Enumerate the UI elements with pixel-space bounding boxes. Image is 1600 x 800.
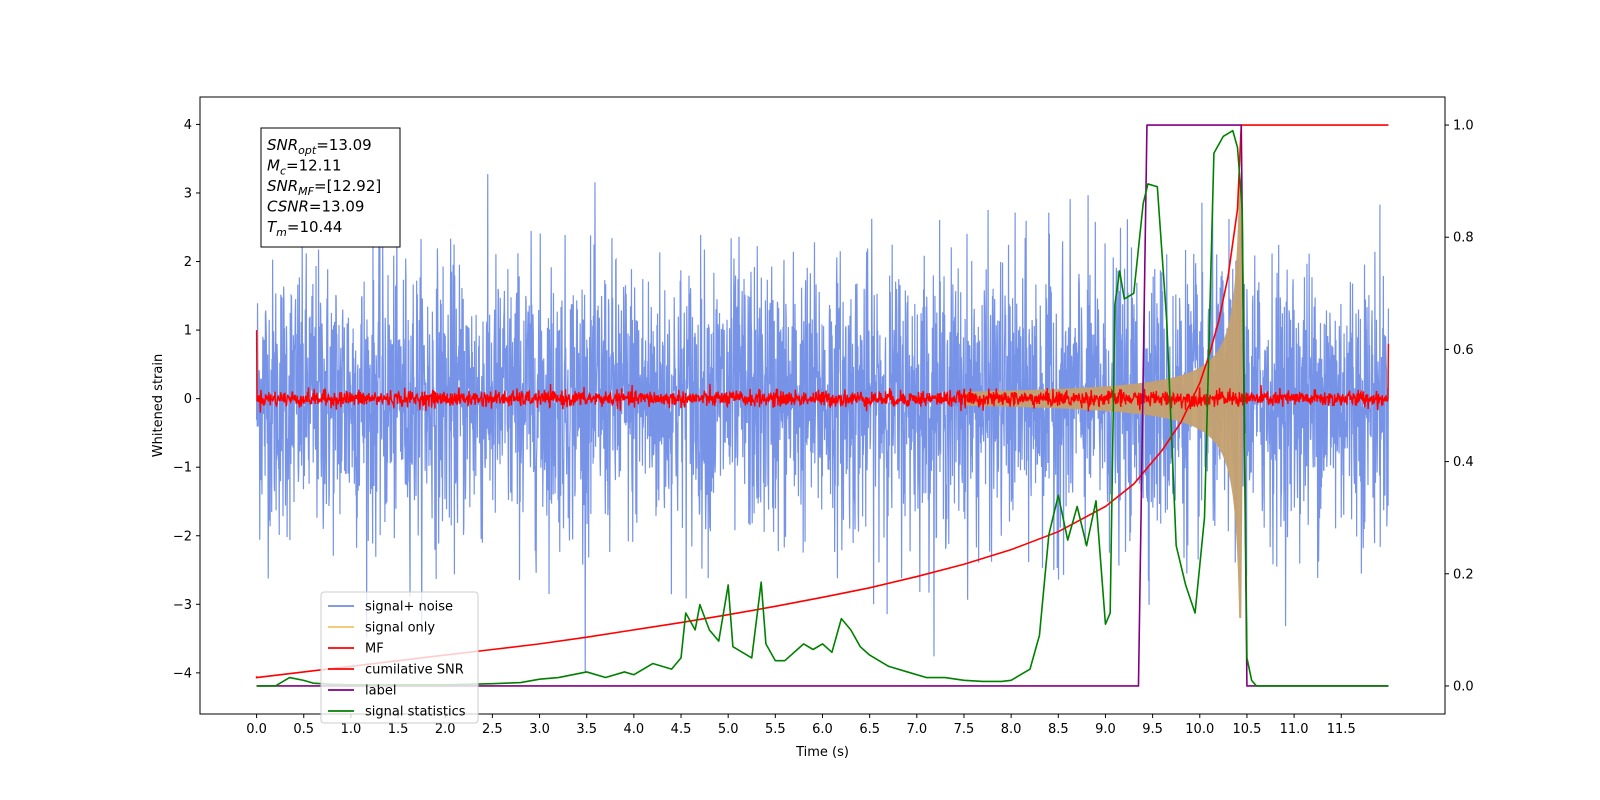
y-tick-label-right: 0.8: [1453, 231, 1474, 246]
x-tick-label: 0.0: [246, 722, 267, 737]
series-signal-noise-line: [255, 174, 1390, 673]
y-axis-label: Whitened strain: [151, 354, 166, 457]
x-tick-label: 6.5: [859, 722, 880, 737]
y-tick-label-right: 0.4: [1453, 455, 1474, 470]
y-tick-label-left: −2: [173, 529, 192, 544]
legend-entry: signal+ noise: [365, 600, 453, 615]
x-tick-label: 6.0: [812, 722, 833, 737]
y-tick-label-left: 2: [184, 255, 192, 270]
y-tick-label-left: 0: [184, 392, 192, 407]
legend-frame: [320, 591, 479, 724]
x-tick-label: 9.0: [1095, 722, 1116, 737]
info-line: CSNR=13.09: [267, 198, 364, 216]
legend-entry: cumilative SNR: [365, 663, 464, 678]
y-tick-label-left: −1: [173, 461, 192, 476]
x-axis-label: Time (s): [795, 745, 849, 760]
x-tick-label: 8.0: [1001, 722, 1022, 737]
info-line: SNRMF=[12.92]: [267, 177, 381, 198]
x-tick-label: 2.0: [435, 722, 456, 737]
legend-entry: label: [365, 684, 396, 699]
y-tick-label-left: 4: [184, 118, 192, 133]
info-line: Mc=12.11: [267, 157, 342, 178]
x-tick-label: 1.0: [341, 722, 362, 737]
x-tick-label: 5.0: [718, 722, 739, 737]
x-tick-label: 3.5: [576, 722, 597, 737]
x-tick-label: 2.5: [482, 722, 503, 737]
x-tick-label: 9.5: [1142, 722, 1163, 737]
x-tick-label: 4.0: [624, 722, 645, 737]
x-tick-label: 11.5: [1327, 722, 1356, 737]
y-tick-label-left: −4: [173, 666, 192, 681]
y-tick-label-left: −3: [173, 598, 192, 613]
y-tick-label-right: 0.2: [1453, 567, 1474, 582]
axis-ticks: 0.0 0.5 1.0 1.5 2.0 2.5 3.0 3.5 4.0 4.5 5.0 5.5 6.0 6…: [173, 118, 1474, 737]
x-tick-label: 10.0: [1185, 722, 1214, 737]
x-tick-label: 4.5: [671, 722, 692, 737]
legend-entry: signal only: [365, 621, 435, 636]
legend: signal+ noise signal only MF cumilative SNR…: [320, 591, 479, 724]
x-tick-label: 11.0: [1280, 722, 1309, 737]
series-signal-statistics-line: [256, 129, 1389, 687]
x-tick-label: 7.5: [954, 722, 975, 737]
info-box-frame: [260, 127, 401, 248]
y-tick-label-right: 0.6: [1453, 343, 1474, 358]
x-tick-label: 7.0: [906, 722, 927, 737]
x-tick-label: 1.5: [388, 722, 409, 737]
legend-entry: signal statistics: [365, 705, 466, 720]
x-tick-label: 8.5: [1048, 722, 1069, 737]
y-tick-label-right: 0.0: [1453, 679, 1474, 694]
y-tick-label-right: 1.0: [1453, 119, 1474, 134]
y-tick-label-left: 3: [184, 186, 192, 201]
info-line: SNRopt=13.09: [267, 136, 372, 157]
x-tick-label: 10.5: [1232, 722, 1261, 737]
x-tick-label: 0.5: [293, 722, 314, 737]
y-tick-label-left: 1: [184, 324, 192, 339]
x-tick-label: 3.0: [529, 722, 550, 737]
x-tick-label: 5.5: [765, 722, 786, 737]
legend-entry: MF: [365, 642, 384, 657]
info-line: Tm=10.44: [267, 218, 342, 239]
info-box: SNRopt=13.09Mc=12.11SNRMF=[12.92]CSNR=13…: [260, 127, 401, 248]
series-mf-line: [255, 330, 1390, 413]
